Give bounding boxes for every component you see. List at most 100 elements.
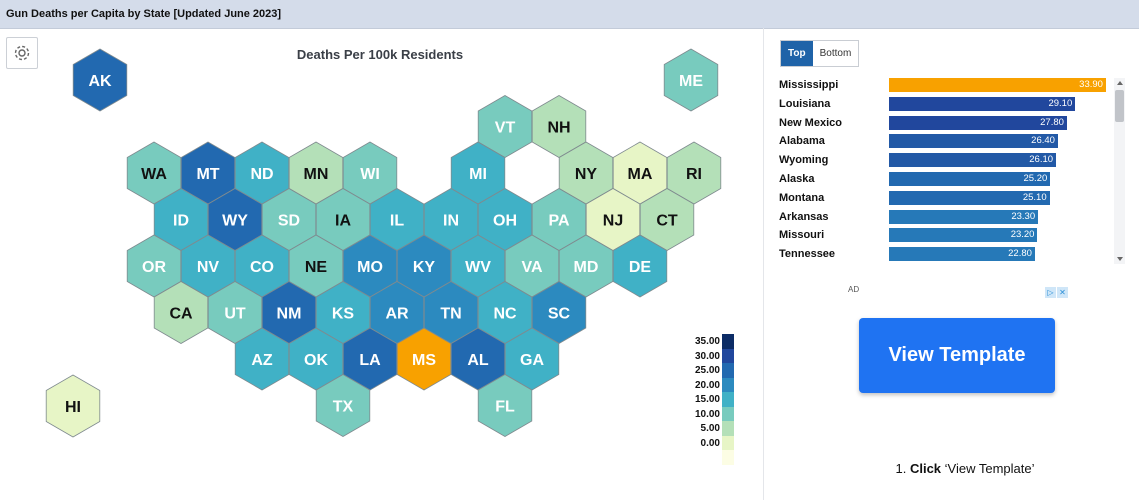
ranking-bar-chart: Mississippi 33.90 Louisiana 29.10 New Mexico… [779, 78, 1113, 264]
legend-label: 0.00 [700, 437, 720, 449]
ranking-bar: 26.10 [889, 153, 1057, 168]
state-label: IN [443, 213, 459, 230]
chart-title: Deaths Per 100k Residents [296, 47, 464, 62]
state-label: TX [333, 399, 354, 416]
state-label: PA [548, 213, 569, 230]
state-hex-mt[interactable]: MT [180, 141, 236, 205]
state-hex-or[interactable]: OR [126, 234, 182, 298]
state-hex-co[interactable]: CO [234, 234, 290, 298]
state-hex-ga[interactable]: GA [504, 327, 560, 391]
tab-top[interactable]: Top [781, 41, 813, 66]
state-hex-ar[interactable]: AR [369, 281, 425, 344]
ranking-bar: 25.20 [889, 172, 1051, 186]
ranking-row[interactable]: Montana 25.10 [779, 190, 1113, 205]
state-label: WI [360, 166, 380, 183]
state-hex-hi[interactable]: HI [45, 374, 101, 438]
ranking-row[interactable]: Missouri 23.20 [779, 228, 1113, 243]
legend-label: 10.00 [694, 408, 720, 420]
state-hex-nv[interactable]: NV [180, 234, 236, 298]
state-hex-mi[interactable]: MI [450, 141, 506, 205]
ranking-state-name: Mississippi [779, 79, 839, 91]
view-template-button[interactable]: View Template [859, 318, 1055, 393]
scroll-up-icon[interactable] [1117, 81, 1123, 85]
ranking-row[interactable]: Tennessee 22.80 [779, 247, 1113, 262]
scroll-thumb[interactable] [1115, 90, 1124, 122]
ranking-scrollbar[interactable] [1114, 78, 1125, 264]
title-bar: Gun Deaths per Capita by State [Updated … [0, 0, 1139, 29]
state-hex-fl[interactable]: FL [477, 374, 533, 437]
ranking-row[interactable]: Arkansas 23.30 [779, 209, 1113, 224]
scroll-down-icon[interactable] [1117, 257, 1123, 261]
legend-swatch [722, 450, 734, 465]
ranking-bar: 25.10 [889, 190, 1050, 205]
ranking-row[interactable]: Wyoming 26.10 [779, 153, 1113, 168]
state-label: CA [169, 306, 193, 323]
ad-label: AD [848, 285, 860, 294]
state-hex-pa[interactable]: PA [531, 188, 587, 251]
ranking-row[interactable]: New Mexico 27.80 [779, 115, 1113, 130]
ranking-value: 27.80 [1040, 116, 1064, 128]
state-hex-il[interactable]: IL [369, 188, 425, 251]
state-label: UT [224, 306, 246, 323]
state-hex-in[interactable]: IN [423, 188, 479, 251]
tab-bottom[interactable]: Bottom [819, 48, 852, 59]
legend-swatch [722, 334, 734, 349]
state-label: MA [628, 166, 653, 183]
ad-controls: ▷ ✕ [1045, 282, 1069, 298]
ranking-state-name: Alabama [779, 135, 825, 148]
state-hex-nh[interactable]: NH [531, 95, 587, 158]
state-label: ID [173, 213, 189, 230]
ranking-value: 26.10 [1029, 154, 1054, 166]
gear-icon [14, 45, 30, 61]
legend-label: 25.00 [694, 365, 720, 376]
state-hex-id[interactable]: ID [153, 188, 209, 251]
state-label: RI [686, 166, 702, 183]
ranking-value: 33.90 [1079, 79, 1103, 90]
state-label: SD [278, 213, 300, 230]
state-label: AR [385, 306, 409, 323]
state-hex-wa[interactable]: WA [126, 141, 182, 205]
state-hex-ky[interactable]: KY [396, 234, 452, 298]
color-legend: 35.00 30.00 25.00 20.00 15.00 10.00 5.00 0.00 [680, 334, 740, 465]
state-hex-la[interactable]: LA [342, 327, 398, 391]
state-hex-me[interactable]: ME [663, 48, 719, 112]
state-hex-wv[interactable]: WV [450, 234, 506, 298]
state-hex-ok[interactable]: OK [288, 327, 344, 391]
state-hex-ct[interactable]: CT [639, 188, 695, 251]
state-label: WY [222, 213, 248, 230]
ranking-row[interactable]: Alabama 26.40 [779, 134, 1113, 149]
state-label: NH [547, 120, 570, 137]
state-hex-sd[interactable]: SD [261, 188, 317, 251]
state-hex-ak[interactable]: AK [72, 48, 128, 112]
state-label: MI [469, 166, 487, 183]
settings-button[interactable] [6, 37, 38, 69]
ad-close-icon[interactable]: ✕ [1057, 287, 1068, 298]
state-label: GA [520, 352, 544, 369]
state-label: NC [493, 306, 517, 323]
ad-choices-icon[interactable]: ▷ [1045, 287, 1056, 298]
ranking-row[interactable]: Louisiana 29.10 [779, 96, 1113, 111]
state-hex-az[interactable]: AZ [234, 327, 290, 391]
state-label: MT [196, 166, 219, 183]
state-hex-tn[interactable]: TN [423, 281, 479, 344]
legend-swatch [722, 421, 734, 436]
state-hex-ms[interactable]: MS [396, 327, 452, 391]
state-label: OK [304, 352, 328, 369]
state-hex-ca[interactable]: CA [153, 281, 209, 344]
state-hex-ks[interactable]: KS [315, 281, 371, 344]
ranking-row[interactable]: Alaska 25.20 [779, 172, 1113, 186]
legend-swatch [722, 392, 734, 407]
state-hex-de[interactable]: DE [612, 234, 668, 298]
state-hex-ri[interactable]: RI [666, 141, 722, 205]
state-hex-ia[interactable]: IA [315, 188, 371, 251]
ranking-row[interactable]: Mississippi 33.90 [779, 78, 1113, 92]
ranking-state-name: Alaska [779, 173, 815, 185]
state-label: AK [88, 73, 112, 90]
state-label: WA [141, 166, 167, 183]
state-label: OH [493, 213, 517, 230]
state-hex-mn[interactable]: MN [288, 141, 344, 205]
state-hex-wy[interactable]: WY [207, 188, 263, 251]
state-hex-va[interactable]: VA [504, 234, 560, 298]
state-hex-tx[interactable]: TX [315, 374, 371, 437]
ranking-value: 26.40 [1031, 135, 1055, 147]
